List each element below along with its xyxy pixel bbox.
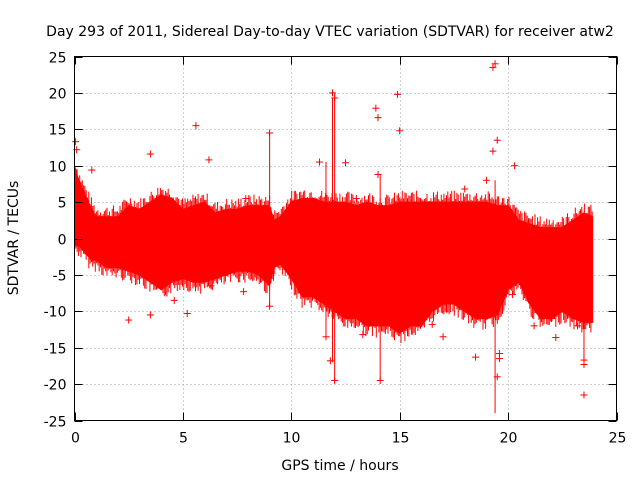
- data-point: [489, 63, 497, 71]
- data-point: [493, 373, 501, 381]
- data-point: [88, 166, 96, 174]
- y-tick-label: 20: [49, 87, 67, 103]
- data-point: [491, 60, 499, 68]
- data-point: [495, 355, 503, 363]
- data-point: [489, 147, 497, 155]
- y-tick-label: 25: [49, 51, 67, 67]
- y-tick-label: 15: [49, 123, 67, 139]
- y-tick-label: -5: [53, 269, 67, 285]
- data-point: [439, 333, 447, 341]
- data-point: [146, 150, 154, 158]
- x-tick-label: 10: [283, 431, 301, 447]
- data-point: [359, 331, 367, 339]
- data-point: [266, 129, 274, 137]
- y-tick-label: -20: [44, 378, 67, 394]
- data-series: [72, 60, 594, 414]
- data-point: [328, 89, 336, 97]
- data-point: [428, 320, 436, 328]
- data-point: [146, 311, 154, 319]
- x-axis-label: GPS time / hours: [281, 458, 398, 474]
- x-tick-label: 25: [609, 431, 627, 447]
- data-band: [74, 165, 594, 334]
- axis-ticks: [74, 56, 618, 422]
- data-point: [374, 114, 382, 122]
- grid: [74, 56, 617, 421]
- data-point: [580, 360, 588, 368]
- data-point: [376, 376, 384, 384]
- y-tick-label: -15: [44, 342, 67, 358]
- data-point: [547, 315, 555, 323]
- x-tick-label: 20: [500, 431, 518, 447]
- data-point: [205, 156, 213, 164]
- y-tick-label: 10: [49, 160, 67, 176]
- data-point: [493, 136, 501, 144]
- data-point: [394, 90, 402, 98]
- data-point: [240, 288, 248, 296]
- data-point: [530, 322, 538, 330]
- data-point: [508, 291, 516, 299]
- data-point: [331, 376, 339, 384]
- x-tick-label: 5: [179, 431, 188, 447]
- data-point: [372, 104, 380, 112]
- data-point: [573, 322, 581, 330]
- data-point: [315, 158, 323, 166]
- data-point: [192, 122, 200, 130]
- data-point: [326, 357, 334, 365]
- data-point: [461, 185, 469, 193]
- y-tick-label: 0: [58, 233, 67, 249]
- data-point: [72, 138, 80, 146]
- data-point: [374, 170, 382, 178]
- x-tick-label: 0: [71, 431, 80, 447]
- plot-frame: [74, 56, 617, 421]
- data-point: [552, 334, 560, 342]
- data-point: [125, 316, 133, 324]
- data-point: [396, 127, 404, 135]
- data-point: [511, 162, 519, 170]
- data-point: [322, 333, 330, 341]
- chart-title: Day 293 of 2011, Sidereal Day-to-day VTE…: [46, 24, 614, 40]
- y-tick-label: -25: [44, 415, 67, 431]
- data-point: [207, 282, 215, 290]
- data-point: [183, 309, 191, 317]
- data-point: [331, 94, 339, 102]
- data-point: [170, 296, 178, 304]
- x-tick-labels: 0 5 10 15 20 25: [71, 431, 626, 447]
- y-axis-label: SDTVAR / TECUs: [6, 181, 22, 296]
- x-tick-label: 15: [392, 431, 410, 447]
- data-point: [580, 391, 588, 399]
- data-point: [482, 176, 490, 184]
- data-point: [266, 302, 274, 310]
- data-point: [352, 194, 360, 202]
- data-point: [242, 194, 250, 202]
- y-tick-label: -10: [44, 305, 67, 321]
- y-tick-label: 5: [58, 196, 67, 212]
- data-point: [472, 353, 480, 361]
- data-point: [342, 159, 349, 167]
- y-tick-labels: -25 -20 -15 -10 -5 0 5 10 15 20 25: [44, 51, 67, 431]
